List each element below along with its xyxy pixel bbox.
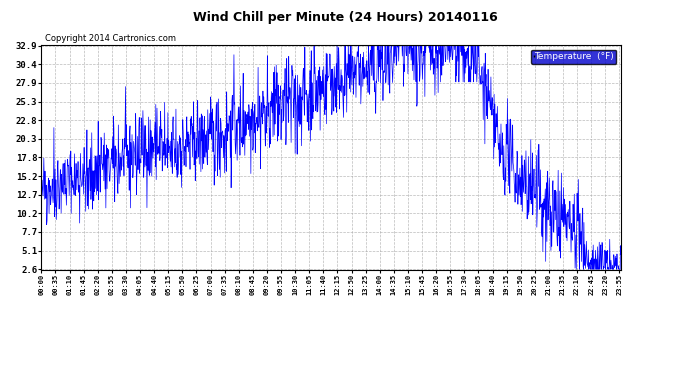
Text: Copyright 2014 Cartronics.com: Copyright 2014 Cartronics.com xyxy=(45,34,176,43)
Legend: Temperature  (°F): Temperature (°F) xyxy=(531,50,616,64)
Text: Wind Chill per Minute (24 Hours) 20140116: Wind Chill per Minute (24 Hours) 2014011… xyxy=(193,11,497,24)
